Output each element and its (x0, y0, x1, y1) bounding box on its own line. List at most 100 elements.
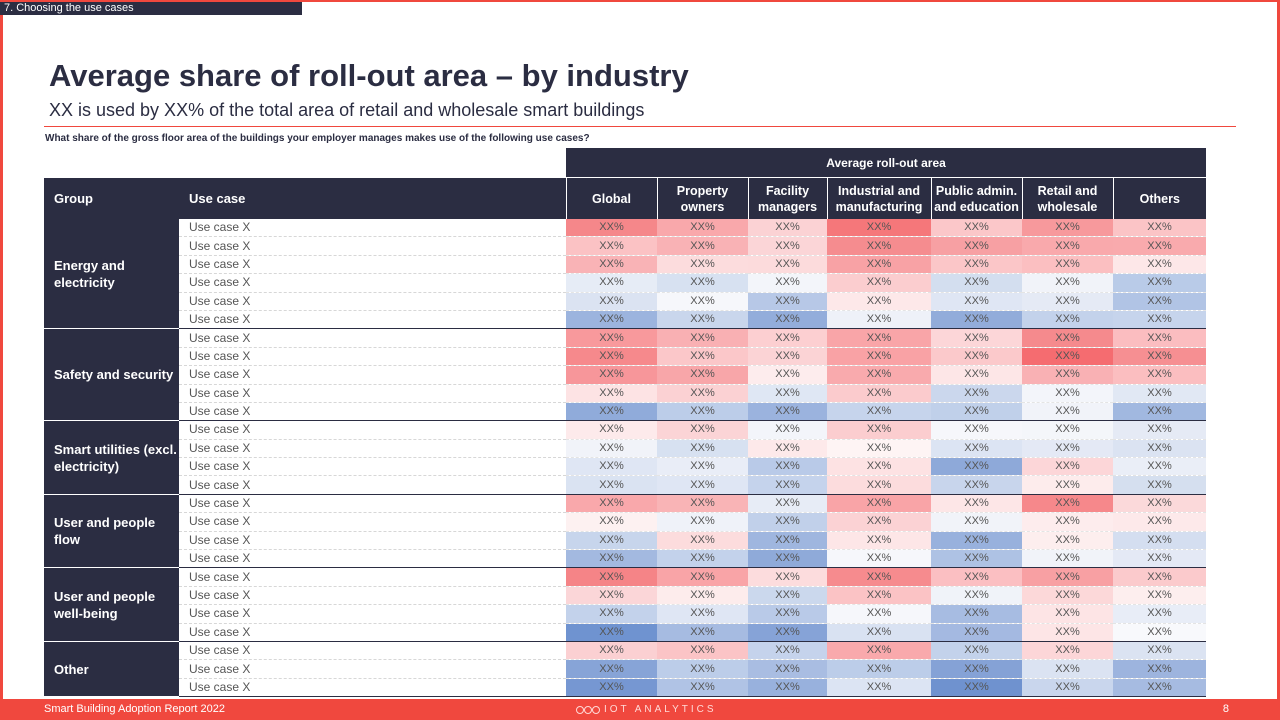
use-case-label: Use case X (179, 365, 566, 385)
table-row: User and people well-being Use case X XX% X… (44, 567, 1207, 642)
value-cell: XX% (657, 623, 748, 642)
group-column-header: Group (44, 177, 179, 219)
value-cell: XX% (566, 402, 657, 422)
value-cell: XX% (1113, 439, 1207, 459)
value-cell: XX% (827, 328, 931, 348)
value-cell: XX% (931, 623, 1022, 642)
page-number: 8 (1222, 703, 1229, 715)
value-cell: XX% (827, 475, 931, 495)
value-cell: XX% (566, 219, 657, 238)
value-cell: XX% (748, 420, 827, 440)
value-cell: XX% (931, 512, 1022, 532)
value-cell: XX% (1022, 494, 1113, 514)
value-cell: XX% (566, 236, 657, 256)
value-cell: XX% (1113, 512, 1207, 532)
value-cell: XX% (931, 292, 1022, 311)
value-cell: XX% (566, 273, 657, 293)
use-case-label: Use case X (179, 678, 566, 698)
value-cell: XX% (748, 292, 827, 311)
use-case-label: Use case X (179, 439, 566, 459)
column-header: Property owners (656, 177, 748, 219)
value-cell: XX% (827, 567, 931, 587)
table-row: Other Use case X XX% XX% XX% XX% XX% XX% XX% (44, 641, 1207, 698)
top-border (0, 0, 1280, 2)
value-cell: XX% (748, 219, 827, 238)
group-label: User and people flow (44, 494, 179, 569)
value-cell: XX% (1113, 641, 1207, 661)
value-cell: XX% (1113, 255, 1207, 275)
value-cell: XX% (931, 365, 1022, 385)
value-cell: XX% (1022, 384, 1113, 403)
value-cell: XX% (566, 347, 657, 367)
value-cell: XX% (657, 420, 748, 440)
use-case-label: Use case X (179, 420, 566, 440)
value-cell: XX% (931, 439, 1022, 459)
value-cell: XX% (657, 236, 748, 256)
table-row: Use case X XX% XX% XX% XX% XX% XX% XX% (44, 273, 1207, 293)
use-case-label: Use case X (179, 310, 566, 330)
page-subtitle: XX is used by XX% of the total area of r… (49, 100, 645, 120)
value-cell: XX% (657, 439, 748, 459)
value-cell: XX% (827, 641, 931, 661)
value-cell: XX% (1022, 604, 1113, 624)
value-cell: XX% (1113, 494, 1207, 514)
value-cell: XX% (748, 531, 827, 551)
value-cell: XX% (827, 347, 931, 367)
page-title: Average share of roll-out area – by indu… (49, 58, 689, 93)
use-case-label: Use case X (179, 604, 566, 624)
value-cell: XX% (566, 623, 657, 642)
value-cell: XX% (931, 273, 1022, 293)
value-cell: XX% (657, 586, 748, 606)
value-cell: XX% (931, 604, 1022, 624)
section-tag: 7. Choosing the use cases (0, 2, 302, 15)
value-cell: XX% (827, 586, 931, 606)
rollout-table: Average roll-out area Group Use case Glo… (44, 148, 1207, 698)
value-cell: XX% (1022, 641, 1113, 661)
value-cell: XX% (827, 604, 931, 624)
table-row: Use case X XX% XX% XX% XX% XX% XX% XX% (44, 475, 1207, 495)
value-cell: XX% (827, 678, 931, 698)
value-cell: XX% (566, 531, 657, 551)
table-row: Use case X XX% XX% XX% XX% XX% XX% XX% (44, 439, 1207, 459)
value-cell: XX% (827, 531, 931, 551)
value-cell: XX% (748, 255, 827, 275)
value-cell: XX% (657, 531, 748, 551)
value-cell: XX% (1022, 310, 1113, 330)
value-cell: XX% (1022, 659, 1113, 679)
value-cell: XX% (827, 384, 931, 403)
value-cell: XX% (931, 347, 1022, 367)
value-cell: XX% (1113, 420, 1207, 440)
value-cell: XX% (931, 219, 1022, 238)
value-cell: XX% (657, 494, 748, 514)
value-cell: XX% (566, 457, 657, 477)
use-case-label: Use case X (179, 623, 566, 642)
column-header: Global (565, 177, 657, 219)
table-row: Use case X XX% XX% XX% XX% XX% XX% XX% (44, 512, 1207, 532)
value-cell: XX% (827, 255, 931, 275)
value-cell: XX% (1022, 586, 1113, 606)
use-case-label: Use case X (179, 384, 566, 403)
table-row: User and people flow Use case X XX% XX% XX% X… (44, 494, 1207, 569)
value-cell: XX% (1022, 678, 1113, 698)
value-cell: XX% (931, 549, 1022, 569)
value-cell: XX% (657, 365, 748, 385)
usecase-column-header: Use case (179, 177, 566, 219)
footer-bar (0, 699, 1280, 720)
value-cell: XX% (1022, 512, 1113, 532)
survey-question: What share of the gross floor area of th… (45, 133, 590, 144)
use-case-label: Use case X (179, 567, 566, 587)
value-cell: XX% (1022, 623, 1113, 642)
value-cell: XX% (1113, 384, 1207, 403)
table-row: Use case X XX% XX% XX% XX% XX% XX% XX% (44, 549, 1207, 569)
value-cell: XX% (566, 475, 657, 495)
value-cell: XX% (748, 586, 827, 606)
column-header: Public admin. and education (930, 177, 1022, 219)
value-cell: XX% (931, 310, 1022, 330)
value-cell: XX% (827, 292, 931, 311)
value-cell: XX% (657, 549, 748, 569)
value-cell: XX% (1113, 604, 1207, 624)
use-case-label: Use case X (179, 236, 566, 256)
value-cell: XX% (748, 512, 827, 532)
value-cell: XX% (657, 402, 748, 422)
value-cell: XX% (1022, 567, 1113, 587)
